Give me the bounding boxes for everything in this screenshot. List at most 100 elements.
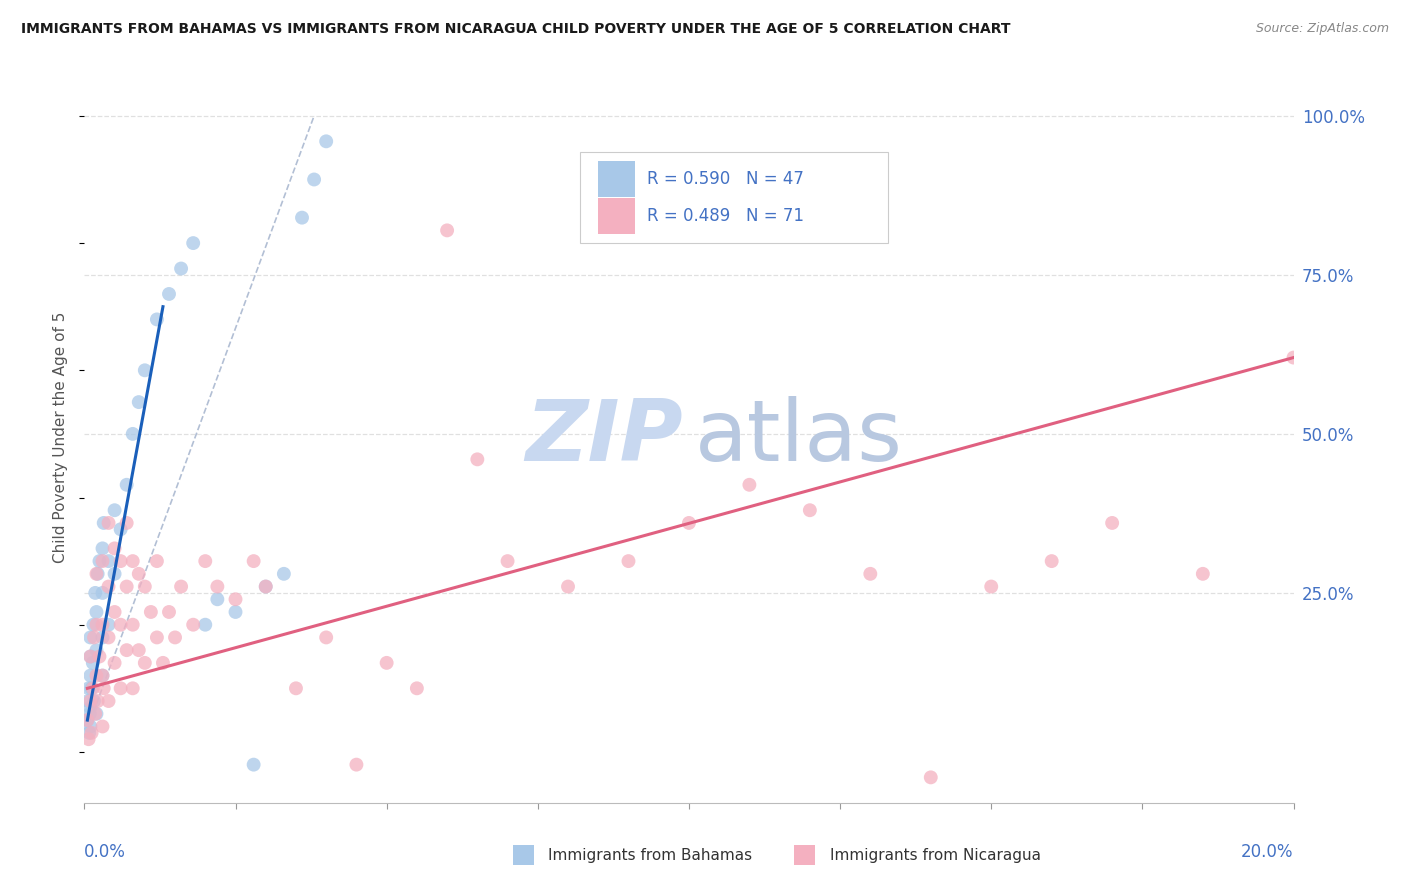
Point — [89, 554, 111, 568]
Point — [97, 694, 120, 708]
Point — [91, 719, 114, 733]
Point — [194, 554, 217, 568]
Point — [302, 172, 325, 186]
Text: 20.0%: 20.0% — [1241, 843, 1294, 861]
Text: atlas: atlas — [695, 395, 903, 479]
Point — [110, 522, 132, 536]
Point — [557, 580, 579, 594]
Point — [128, 395, 150, 409]
Point — [97, 631, 120, 645]
Point — [110, 554, 132, 568]
Point — [254, 580, 277, 594]
Point — [104, 541, 127, 556]
Point — [146, 554, 169, 568]
Point — [91, 668, 114, 682]
Point — [121, 554, 143, 568]
Point — [91, 554, 114, 568]
Point — [617, 554, 640, 568]
Point — [242, 757, 264, 772]
Point — [91, 668, 114, 682]
Text: ZIP: ZIP — [526, 395, 683, 479]
Point — [110, 617, 132, 632]
Point — [97, 516, 120, 530]
Point — [79, 700, 101, 714]
Point — [170, 261, 193, 276]
Point — [146, 312, 169, 326]
Point — [134, 656, 156, 670]
Point — [91, 541, 114, 556]
Point — [152, 656, 174, 670]
Point — [346, 757, 368, 772]
Text: Immigrants from Nicaragua: Immigrants from Nicaragua — [830, 847, 1040, 863]
Point — [375, 656, 398, 670]
Point — [77, 681, 100, 696]
Point — [89, 649, 111, 664]
Text: Immigrants from Bahamas: Immigrants from Bahamas — [548, 847, 752, 863]
Point — [93, 681, 115, 696]
Point — [84, 586, 107, 600]
Point — [406, 681, 429, 696]
Point — [121, 617, 143, 632]
Point — [82, 681, 104, 696]
Point — [1040, 554, 1063, 568]
Text: R = 0.590   N = 47: R = 0.590 N = 47 — [647, 170, 803, 188]
Point — [128, 643, 150, 657]
Point — [93, 516, 115, 530]
Point — [77, 726, 100, 740]
Point — [86, 668, 108, 682]
Point — [80, 726, 103, 740]
Point — [315, 631, 337, 645]
Point — [115, 580, 138, 594]
Point — [97, 580, 120, 594]
Point — [97, 617, 120, 632]
Point — [467, 452, 489, 467]
Point — [104, 656, 127, 670]
Point — [181, 236, 204, 251]
Point — [79, 668, 101, 682]
Point — [165, 631, 187, 645]
Point — [225, 592, 247, 607]
Y-axis label: Child Poverty Under the Age of 5: Child Poverty Under the Age of 5 — [53, 311, 69, 563]
Point — [104, 566, 127, 581]
Point — [738, 477, 761, 491]
Point — [121, 681, 143, 696]
Point — [79, 694, 101, 708]
Point — [86, 566, 108, 581]
Point — [86, 605, 108, 619]
Point — [86, 706, 108, 721]
Point — [76, 713, 98, 727]
Point — [79, 631, 101, 645]
Point — [315, 134, 337, 148]
Point — [181, 617, 204, 632]
Point — [1101, 516, 1123, 530]
Point — [496, 554, 519, 568]
Point — [104, 503, 127, 517]
Point — [91, 631, 114, 645]
Point — [115, 516, 138, 530]
Bar — [599, 161, 634, 196]
Point — [157, 605, 180, 619]
Point — [980, 580, 1002, 594]
Point — [121, 426, 143, 441]
Point — [79, 649, 101, 664]
Point — [799, 503, 821, 517]
Bar — [599, 199, 634, 234]
Point — [91, 586, 114, 600]
Point — [86, 643, 108, 657]
Point — [76, 713, 98, 727]
Point — [128, 566, 150, 581]
Point — [157, 287, 180, 301]
Point — [77, 732, 100, 747]
Point — [84, 706, 107, 721]
Point — [80, 681, 103, 696]
Point — [225, 605, 247, 619]
Point — [170, 580, 193, 594]
Point — [678, 516, 700, 530]
Point — [79, 719, 101, 733]
Point — [97, 554, 120, 568]
FancyBboxPatch shape — [581, 152, 889, 244]
Point — [91, 617, 114, 632]
Point — [86, 566, 108, 581]
Point — [134, 363, 156, 377]
Point — [859, 566, 882, 581]
